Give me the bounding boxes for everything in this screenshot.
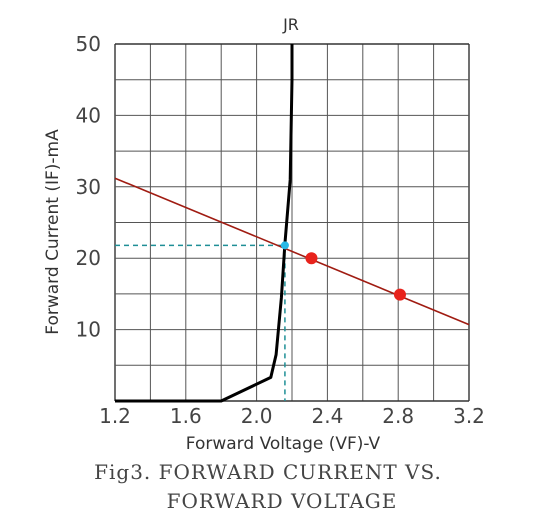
x-tick-label: 2.8: [382, 404, 414, 428]
figure-caption-line-2: FORWARD VOLTAGE: [167, 489, 398, 513]
x-axis-label: Forward Voltage (VF)-V: [186, 434, 381, 454]
curve-label: JR: [282, 15, 299, 34]
iv-curve-line: [115, 44, 294, 403]
operating-point-guides: [115, 244, 286, 401]
x-tick-label: 2.4: [311, 404, 343, 428]
y-tick-label: 30: [76, 175, 101, 199]
x-tick-label: 1.2: [99, 404, 131, 428]
y-axis-label: Forward Current (IF)-mA: [43, 129, 63, 335]
data-point-marker: [280, 241, 289, 250]
series-layer: [114, 44, 470, 403]
x-tick-label: 1.6: [170, 404, 202, 428]
y-tick-label: 50: [76, 32, 101, 56]
y-tick-labels: 10 20 30 40 50: [76, 32, 101, 342]
y-tick-label: 10: [76, 318, 101, 342]
x-tick-label: 3.2: [453, 404, 485, 428]
y-tick-label: 40: [76, 103, 101, 127]
data-point-marker: [393, 288, 406, 301]
load-line: [114, 177, 470, 326]
y-tick-label: 20: [76, 246, 101, 270]
figure-caption-line-1: Fig3. FORWARD CURRENT VS.: [94, 460, 442, 484]
data-point-marker: [305, 252, 318, 265]
x-tick-label: 2.0: [241, 404, 273, 428]
x-tick-labels: 1.2 1.6 2.0 2.4 2.8 3.2: [99, 404, 485, 428]
markers-layer: [280, 241, 406, 301]
